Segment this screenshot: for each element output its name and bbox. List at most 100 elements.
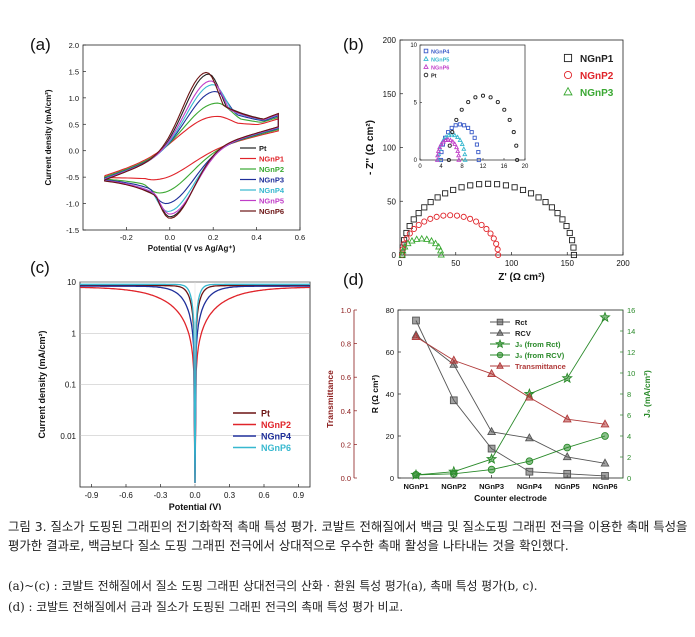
panel-c-label: (c) <box>30 258 50 277</box>
panel-d-frame <box>397 309 624 479</box>
panel-b-legend-label: NGnP1 <box>580 54 614 65</box>
panel-b-point-ngnp1 <box>554 210 561 217</box>
panel-a-ytick-label: -1.5 <box>66 226 79 235</box>
panel-b-inset-point-pt <box>502 107 507 112</box>
panel-d-point-j0_from_rcv <box>449 469 458 478</box>
panel-d-ylabel-right: J₀ (mA/cm²) <box>642 370 652 418</box>
panel-b-point-ngnp2 <box>473 218 480 225</box>
panel-a-curve-ngnp5 <box>104 80 279 215</box>
panel-b-inset-point-ngnp5 <box>461 146 467 151</box>
panel-d-ytick-far-left-label: 0.2 <box>341 440 351 449</box>
panel-c-ytick-label: 0.01 <box>60 432 76 441</box>
panel-b-inset-legend-label: NGnP4 <box>431 50 450 56</box>
panel-b-inset-frame <box>419 44 526 161</box>
panel-b-inset-point-pt <box>466 100 471 105</box>
panel-b-point-ngnp2 <box>410 225 417 233</box>
panel-b-inset-point-pt <box>459 107 464 112</box>
panel-b-inset-point-ngnp4 <box>476 150 481 155</box>
panel-b-point-ngnp2 <box>478 221 485 229</box>
panel-b-inset-point-ngnp6 <box>453 144 460 150</box>
panel-b-inset-point-ngnp4 <box>462 123 467 128</box>
panel-d-xtick-label: NGnP3 <box>479 482 504 491</box>
panel-b-point-ngnp2 <box>493 240 500 247</box>
panel-a-legend-label: NGnP5 <box>259 197 284 206</box>
panel-b-inset-point-ngnp6 <box>455 148 461 153</box>
panel-c-xtick-label: 0.9 <box>293 491 305 500</box>
panel-d-line-r_ct <box>415 320 606 477</box>
panel-b-point-ngnp1 <box>559 216 566 223</box>
panel-b-point-ngnp1 <box>450 186 457 194</box>
panel-c-ytick-label: 0.1 <box>65 381 77 390</box>
panel-b-point-ngnp3 <box>435 242 443 250</box>
panel-a-xtick-label: 0.0 <box>165 233 175 242</box>
panel-d-ytick-right-label: 6 <box>627 411 631 420</box>
panel-b-inset-legend-marker <box>423 55 429 61</box>
panel-b-inset-ytick-label: 0 <box>414 158 418 164</box>
panel-d-ytick-right-label: 2 <box>627 453 631 462</box>
panel-b-inset-xtick-label: 20 <box>522 164 529 170</box>
panel-d-point-j0_from_rcv <box>487 465 496 474</box>
panel-b-legend-marker <box>563 70 573 80</box>
panel-b-inset-point-ngnp4 <box>474 142 479 147</box>
panel-b-point-ngnp1 <box>476 181 483 188</box>
panel-d-legend-marker <box>496 318 504 326</box>
panel-b-point-ngnp3 <box>399 246 407 254</box>
panel-b-point-ngnp2 <box>460 213 467 220</box>
panel-d-xtick-label: NGnP5 <box>555 482 580 491</box>
panel-d-ytick-right-label: 4 <box>627 432 631 441</box>
panel-b-inset-xtick-label: 16 <box>501 164 508 170</box>
panel-d-line-j0_from_rcv <box>415 435 606 476</box>
panel-b-point-ngnp1 <box>406 222 413 230</box>
panel-d-label: (d) <box>343 270 364 289</box>
panel-b-point-ngnp1 <box>519 186 527 194</box>
panel-d-ylabel-far-left: Transmittance <box>325 370 335 428</box>
panel-d-xtick-label: NGnP1 <box>403 482 428 491</box>
panel-d-point-transmittance <box>411 331 421 341</box>
panel-d-legend-label: J₀ (from Rct) <box>515 340 561 349</box>
panel-a-legend-label: NGnP1 <box>259 155 284 164</box>
panel-b-inset-point-pt <box>495 100 500 105</box>
panel-d-point-transmittance <box>449 355 459 364</box>
panel-b-point-ngnp1 <box>399 244 406 251</box>
panel-b-point-ngnp1 <box>410 216 417 223</box>
panel-a-legend-label: NGnP6 <box>259 207 284 216</box>
panel-b-inset-xtick-label: 4 <box>439 164 443 170</box>
panel-b-point-ngnp3 <box>413 235 421 242</box>
panel-b-point-ngnp2 <box>467 215 474 222</box>
panel-b-inset-point-pt <box>450 130 455 135</box>
panel-a-legend-label: Pt <box>259 144 267 153</box>
panel-b-point-ngnp2 <box>440 212 447 219</box>
panel-a-ytick-label: 1.0 <box>69 94 79 103</box>
panel-d-legend-label: RCV <box>515 329 531 338</box>
panel-b-inset-ytick-label: 10 <box>410 43 417 49</box>
panel-b-inset-point-ngnp4 <box>457 122 462 127</box>
panel-c-xtick-label: -0.9 <box>85 491 99 500</box>
panel-c-curve-ngnp6 <box>80 283 310 483</box>
panel-d-point-r_ct <box>525 467 534 476</box>
panel-b-inset-point-ngnp4 <box>446 130 451 135</box>
panel-b-inset-point-ngnp5 <box>449 131 455 137</box>
panel-b-ytick-label: 0 <box>392 251 397 260</box>
panel-b-point-ngnp3 <box>423 235 431 242</box>
caption-note-d: (d) : 코발트 전해질에서 금과 질소가 도핑된 그래핀 전극의 촉매 특성… <box>8 600 404 614</box>
panel-b-inset-point-ngnp5 <box>452 132 458 138</box>
panel-c-legend-label: NGnP2 <box>261 420 291 430</box>
panel-b-xtick-label: 150 <box>561 259 575 268</box>
panel-b-legend-label: NGnP2 <box>580 71 614 82</box>
panel-d-point-r_cv <box>487 426 497 435</box>
panel-d-point-r_ct <box>449 396 458 405</box>
panel-b-xtick-label: 200 <box>616 259 630 268</box>
panel-a-curve-ngnp6 <box>104 71 279 219</box>
panel-a-xtick-label: 0.4 <box>251 233 261 242</box>
figure-panels: (a) -0.2 0.0 0.2 0.4 0.6 -1.5 -1.0 -0.5 0.0 0.5 1.0… <box>30 35 652 510</box>
panel-b-point-ngnp2 <box>447 212 454 219</box>
panel-b-inset-point-ngnp4 <box>469 130 474 135</box>
panel-b-inset-legend-marker <box>423 48 429 54</box>
panel-d-ytick-right-label: 12 <box>627 348 635 357</box>
panel-d-ytick-left-label: 40 <box>386 390 394 399</box>
panel-b-inset-point-pt <box>446 157 451 163</box>
panel-b-point-ngnp2 <box>421 218 428 225</box>
panel-a-frame <box>82 44 301 231</box>
panel-b-inset-point-pt <box>507 117 512 122</box>
panel-b-xtick-label: 0 <box>398 259 403 268</box>
